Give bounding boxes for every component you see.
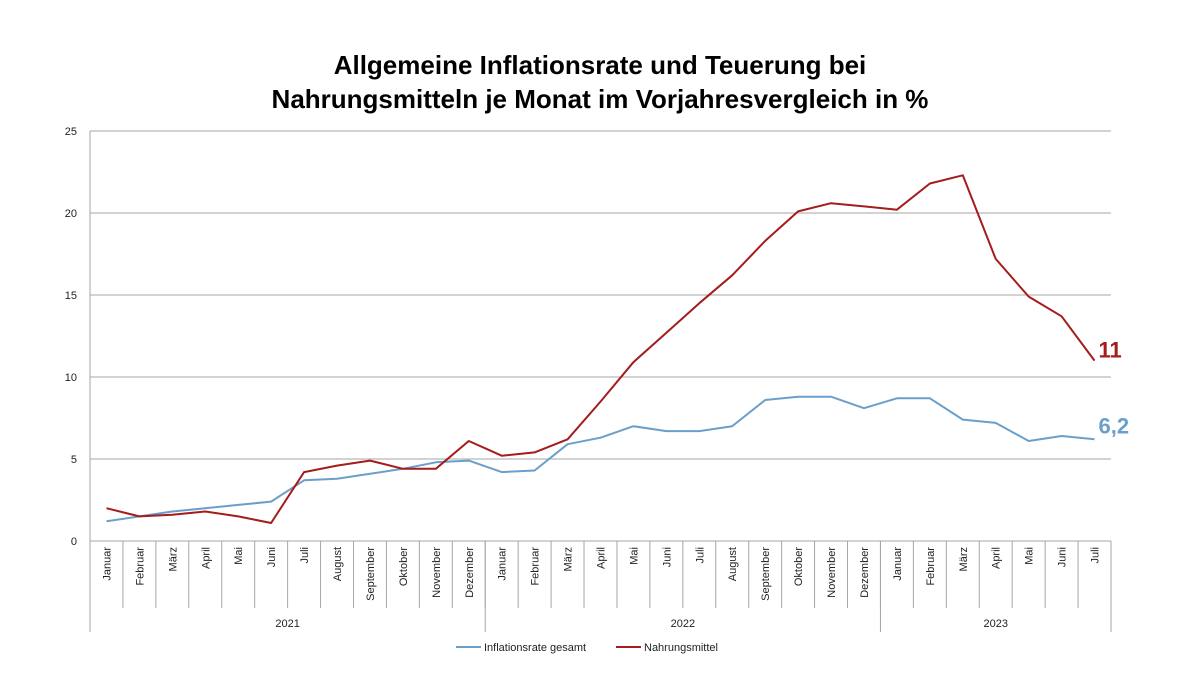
- x-month-label: Juli: [299, 547, 311, 564]
- x-month-label: Oktober: [398, 547, 410, 586]
- x-month-label: August: [727, 547, 739, 581]
- x-month-label: Januar: [497, 547, 509, 581]
- x-month-label: September: [760, 547, 772, 601]
- x-month-label: April: [991, 547, 1003, 569]
- x-month-label: Januar: [892, 547, 904, 581]
- y-tick-label: 20: [65, 208, 77, 220]
- x-month-label: Juni: [266, 547, 278, 567]
- end-value-label: 6,2: [1099, 413, 1130, 438]
- chart-title-line-1: Allgemeine Inflationsrate und Teuerung b…: [333, 50, 867, 80]
- legend-label: Nahrungsmittel: [644, 642, 718, 654]
- x-month-label: November: [826, 547, 838, 598]
- x-month-label: Juli: [1090, 547, 1102, 564]
- chart-title-line-2: Nahrungsmitteln je Monat im Vorjahresver…: [271, 84, 929, 114]
- x-month-label: September: [365, 547, 377, 601]
- chart-title: Allgemeine Inflationsrate und Teuerung b…: [0, 48, 1200, 116]
- x-month-label: März: [167, 547, 179, 571]
- x-month-label: November: [431, 547, 443, 598]
- x-month-label: April: [200, 547, 212, 569]
- series-line-inflation: [106, 395, 1095, 523]
- x-month-label: Februar: [925, 547, 937, 586]
- y-tick-label: 15: [65, 290, 77, 302]
- y-tick-label: 10: [65, 372, 77, 384]
- x-year-label: 2021: [275, 618, 299, 630]
- x-month-label: Januar: [101, 547, 113, 581]
- y-tick-label: 5: [71, 454, 77, 466]
- x-month-label: März: [563, 547, 575, 571]
- end-value-label: 11: [1099, 338, 1122, 363]
- x-month-label: August: [332, 547, 344, 581]
- x-month-label: Juli: [694, 547, 706, 564]
- x-month-label: Mai: [628, 547, 640, 565]
- x-month-label: Februar: [134, 547, 146, 586]
- x-year-label: 2022: [671, 618, 695, 630]
- x-month-label: Juni: [661, 547, 673, 567]
- x-month-label: Oktober: [793, 547, 805, 586]
- y-tick-label: 25: [65, 126, 77, 138]
- x-month-label: Dezember: [464, 547, 476, 598]
- x-year-label: 2023: [983, 618, 1007, 630]
- series-line-food: [106, 174, 1096, 524]
- x-month-label: Mai: [233, 547, 245, 565]
- x-month-label: Dezember: [859, 547, 871, 598]
- x-month-label: Februar: [530, 547, 542, 586]
- legend-label: Inflationsrate gesamt: [484, 642, 586, 654]
- x-month-label: März: [958, 547, 970, 571]
- x-month-label: Mai: [1024, 547, 1036, 565]
- x-month-label: April: [596, 547, 608, 569]
- x-month-label: Juni: [1057, 547, 1069, 567]
- y-tick-label: 0: [71, 536, 77, 548]
